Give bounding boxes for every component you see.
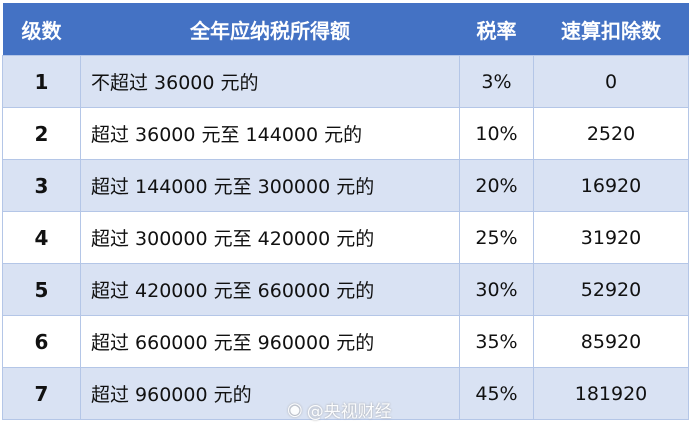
table-row: 1 不超过 36000 元的 3% 0 <box>2 55 689 108</box>
income-range-cell: 超过 960000 元的 <box>80 367 460 420</box>
table-row: 6 超过 660000 元至 960000 元的 35% 85920 <box>2 315 689 368</box>
quick-deduction-cell: 85920 <box>533 315 689 368</box>
level-cell: 6 <box>2 315 81 368</box>
tax-rate-cell: 30% <box>459 263 534 316</box>
income-range-cell: 超过 300000 元至 420000 元的 <box>80 211 460 264</box>
income-range-cell: 超过 36000 元至 144000 元的 <box>80 107 460 160</box>
tax-rate-cell: 35% <box>459 315 534 368</box>
quick-deduction-cell: 2520 <box>533 107 689 160</box>
quick-deduction-cell: 31920 <box>533 211 689 264</box>
income-range-cell: 超过 660000 元至 960000 元的 <box>80 315 460 368</box>
table-header-row: 级数 全年应纳税所得额 税率 速算扣除数 <box>2 3 689 56</box>
table-row: 4 超过 300000 元至 420000 元的 25% 31920 <box>2 211 689 264</box>
weibo-icon: ◉ <box>287 399 303 420</box>
level-cell: 4 <box>2 211 81 264</box>
table-row: 5 超过 420000 元至 660000 元的 30% 52920 <box>2 263 689 316</box>
table-row: 3 超过 144000 元至 300000 元的 20% 16920 <box>2 159 689 212</box>
table-row: 7 超过 960000 元的 45% 181920 <box>2 367 689 420</box>
header-income-range: 全年应纳税所得额 <box>80 3 460 56</box>
header-quick-deduction: 速算扣除数 <box>533 3 689 56</box>
level-cell: 7 <box>2 367 81 420</box>
level-cell: 3 <box>2 159 81 212</box>
level-cell: 5 <box>2 263 81 316</box>
level-cell: 2 <box>2 107 81 160</box>
income-range-cell: 超过 420000 元至 660000 元的 <box>80 263 460 316</box>
quick-deduction-cell: 16920 <box>533 159 689 212</box>
table-row: 2 超过 36000 元至 144000 元的 10% 2520 <box>2 107 689 160</box>
level-cell: 1 <box>2 55 81 108</box>
quick-deduction-cell: 0 <box>533 55 689 108</box>
tax-rate-cell: 10% <box>459 107 534 160</box>
tax-rate-cell: 3% <box>459 55 534 108</box>
tax-rate-cell: 45% <box>459 367 534 420</box>
quick-deduction-cell: 181920 <box>533 367 689 420</box>
header-level: 级数 <box>2 3 81 56</box>
income-range-cell: 超过 144000 元至 300000 元的 <box>80 159 460 212</box>
income-range-cell: 不超过 36000 元的 <box>80 55 460 108</box>
tax-rate-table: 级数 全年应纳税所得额 税率 速算扣除数 1 不超过 36000 元的 3% 0 2 超过… <box>2 3 689 420</box>
watermark: ◉ @央视财经 <box>287 397 392 422</box>
watermark-text: @央视财经 <box>306 402 392 422</box>
tax-rate-cell: 20% <box>459 159 534 212</box>
tax-rate-cell: 25% <box>459 211 534 264</box>
header-tax-rate: 税率 <box>459 3 534 56</box>
quick-deduction-cell: 52920 <box>533 263 689 316</box>
